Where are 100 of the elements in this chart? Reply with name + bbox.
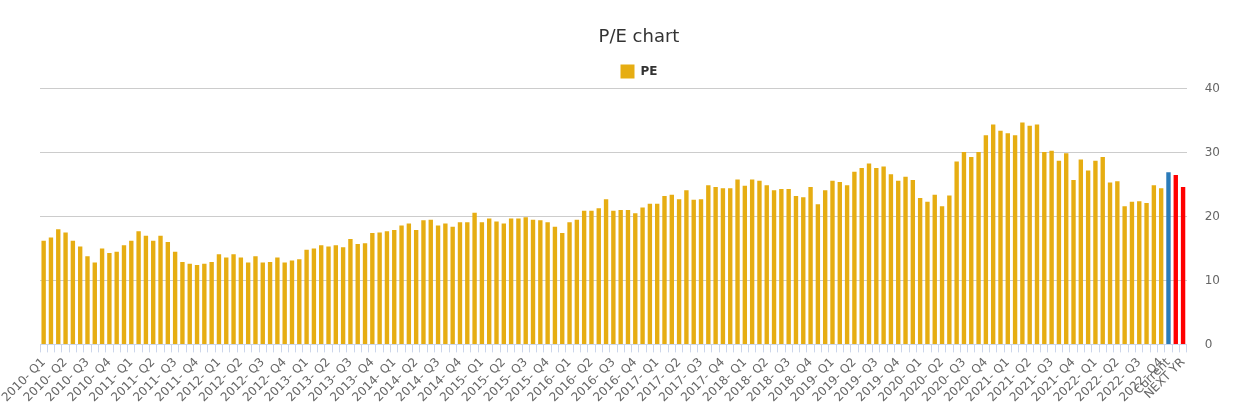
bar [99, 248, 105, 344]
bar [275, 257, 280, 344]
bar [625, 210, 631, 344]
bar [1137, 201, 1142, 344]
bar [1093, 160, 1098, 344]
bar [202, 263, 207, 344]
y-tick-label: 10 [1204, 272, 1221, 287]
bar [362, 243, 368, 344]
bar [998, 130, 1003, 344]
bar [1180, 187, 1186, 344]
bar [421, 220, 426, 344]
bar [581, 210, 587, 344]
bar [370, 233, 375, 344]
bar [684, 190, 689, 344]
bar [465, 222, 470, 344]
bar [172, 251, 178, 344]
bar [129, 240, 134, 344]
bar [435, 225, 441, 344]
bar [1034, 124, 1040, 344]
bar [808, 187, 813, 344]
bar [253, 256, 258, 344]
bar [1173, 174, 1178, 344]
bar [1151, 185, 1157, 344]
bar [1158, 188, 1164, 344]
bar [501, 223, 506, 344]
bar [698, 199, 704, 344]
bar [194, 265, 200, 344]
bar [837, 181, 842, 344]
bar [450, 226, 455, 344]
bar [70, 240, 76, 344]
bar [1107, 182, 1113, 344]
bar [720, 188, 726, 344]
bar [1042, 151, 1047, 344]
bar [413, 229, 419, 344]
bar [611, 210, 616, 344]
bar [1027, 125, 1032, 344]
bar [1115, 181, 1120, 344]
bar [1100, 157, 1105, 344]
bar [377, 232, 382, 344]
bar [910, 180, 916, 344]
bar [384, 231, 390, 344]
bar [844, 185, 850, 344]
bar [260, 262, 265, 344]
bar [1129, 201, 1135, 344]
bar [1049, 150, 1054, 344]
bar [793, 196, 799, 344]
bar [530, 219, 536, 344]
bar [121, 245, 127, 344]
bar [1166, 172, 1171, 344]
bar [618, 210, 623, 344]
bar [1020, 122, 1025, 344]
legend-label: PE [640, 63, 658, 78]
bar [319, 245, 324, 344]
bar [523, 217, 528, 344]
bar [822, 190, 828, 344]
bar [348, 238, 353, 344]
y-tick-label: 40 [1204, 80, 1221, 95]
bar [574, 219, 580, 344]
y-tick-label: 0 [1204, 336, 1213, 351]
bar [355, 243, 360, 344]
bar [1056, 160, 1062, 344]
bar [245, 262, 251, 344]
bar [143, 235, 149, 344]
bar [888, 174, 894, 344]
y-tick-label: 30 [1204, 144, 1221, 159]
bar [333, 245, 338, 344]
bar [669, 194, 674, 344]
bar [552, 226, 558, 344]
bar [742, 185, 748, 344]
bar [691, 199, 696, 344]
bar [180, 261, 185, 344]
bar [1012, 135, 1018, 344]
bar [472, 212, 477, 344]
bar [209, 261, 214, 344]
bar [896, 180, 901, 344]
bar [1005, 133, 1010, 344]
bar [85, 256, 90, 344]
bar [136, 231, 141, 344]
bar [151, 240, 156, 344]
bar [1078, 159, 1084, 344]
bar [589, 210, 594, 344]
chart-title: P/E chart [598, 25, 680, 47]
bar [545, 222, 550, 344]
bar [866, 163, 872, 344]
bar [538, 220, 543, 344]
bar [158, 235, 163, 344]
bar [976, 151, 981, 344]
bar [947, 195, 952, 344]
bar [932, 194, 937, 344]
bar [297, 259, 302, 344]
bar [735, 179, 740, 344]
bar [443, 223, 448, 344]
bar [392, 229, 397, 344]
bar [830, 180, 835, 344]
bar [676, 199, 682, 344]
bar [917, 197, 923, 344]
bar [881, 166, 886, 344]
bar [786, 189, 791, 344]
bar [267, 261, 273, 344]
bar [63, 232, 68, 344]
